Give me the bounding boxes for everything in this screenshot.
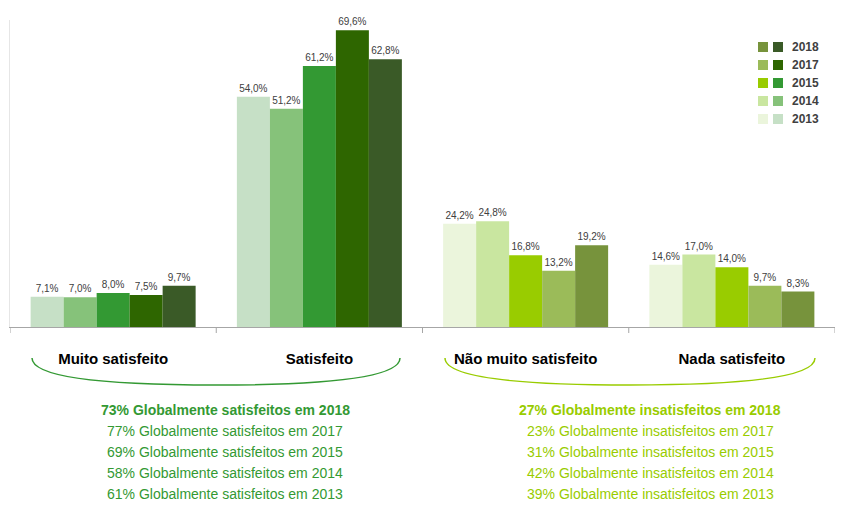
svg-text:9,7%: 9,7% xyxy=(168,272,191,283)
svg-text:13,2%: 13,2% xyxy=(544,257,572,268)
svg-text:51,2%: 51,2% xyxy=(272,95,300,106)
svg-text:Não muito satisfeito: Não muito satisfeito xyxy=(454,350,597,367)
svg-text:Muito satisfeito: Muito satisfeito xyxy=(58,350,168,367)
svg-text:24,8%: 24,8% xyxy=(478,207,506,218)
svg-text:62,8%: 62,8% xyxy=(371,45,399,56)
svg-text:54,0%: 54,0% xyxy=(239,83,267,94)
svg-text:42% Globalmente insatisfeitos: 42% Globalmente insatisfeitos em 2014 xyxy=(527,465,774,481)
svg-text:7,0%: 7,0% xyxy=(69,283,92,294)
svg-text:61,2%: 61,2% xyxy=(305,52,333,63)
svg-text:8,0%: 8,0% xyxy=(102,279,125,290)
svg-text:9,7%: 9,7% xyxy=(753,272,776,283)
svg-text:69% Globalmente satisfeitos em: 69% Globalmente satisfeitos em 2015 xyxy=(107,444,343,460)
svg-text:Nada satisfeito: Nada satisfeito xyxy=(679,350,786,367)
svg-text:16,8%: 16,8% xyxy=(511,241,539,252)
svg-text:7,1%: 7,1% xyxy=(36,283,59,294)
svg-text:2013: 2013 xyxy=(792,112,819,126)
svg-text:39% Globalmente insatisfeitos: 39% Globalmente insatisfeitos em 2013 xyxy=(527,486,774,502)
svg-text:27% Globalmente insatisfeitos: 27% Globalmente insatisfeitos em 2018 xyxy=(519,402,781,418)
svg-text:19,2%: 19,2% xyxy=(577,231,605,242)
svg-text:77% Globalmente satisfeitos em: 77% Globalmente satisfeitos em 2017 xyxy=(107,423,343,439)
svg-text:69,6%: 69,6% xyxy=(338,16,366,27)
svg-text:24,2%: 24,2% xyxy=(445,210,473,221)
svg-text:Satisfeito: Satisfeito xyxy=(286,350,354,367)
svg-text:8,3%: 8,3% xyxy=(786,278,809,289)
svg-text:73% Globalmente satisfeitos em: 73% Globalmente satisfeitos em 2018 xyxy=(101,402,350,418)
svg-text:7,5%: 7,5% xyxy=(135,281,158,292)
svg-text:31% Globalmente insatisfeitos: 31% Globalmente insatisfeitos em 2015 xyxy=(527,444,774,460)
svg-text:14,0%: 14,0% xyxy=(718,253,746,264)
svg-text:2017: 2017 xyxy=(792,58,819,72)
svg-text:17,0%: 17,0% xyxy=(685,241,713,252)
svg-text:61% Globalmente satisfeitos em: 61% Globalmente satisfeitos em 2013 xyxy=(107,486,343,502)
svg-text:2014: 2014 xyxy=(792,94,819,108)
svg-text:58% Globalmente satisfeitos em: 58% Globalmente satisfeitos em 2014 xyxy=(107,465,343,481)
svg-text:23% Globalmente insatisfeitos: 23% Globalmente insatisfeitos em 2017 xyxy=(527,423,774,439)
svg-text:2018: 2018 xyxy=(792,40,819,54)
svg-text:14,6%: 14,6% xyxy=(652,251,680,262)
svg-text:2015: 2015 xyxy=(792,76,819,90)
